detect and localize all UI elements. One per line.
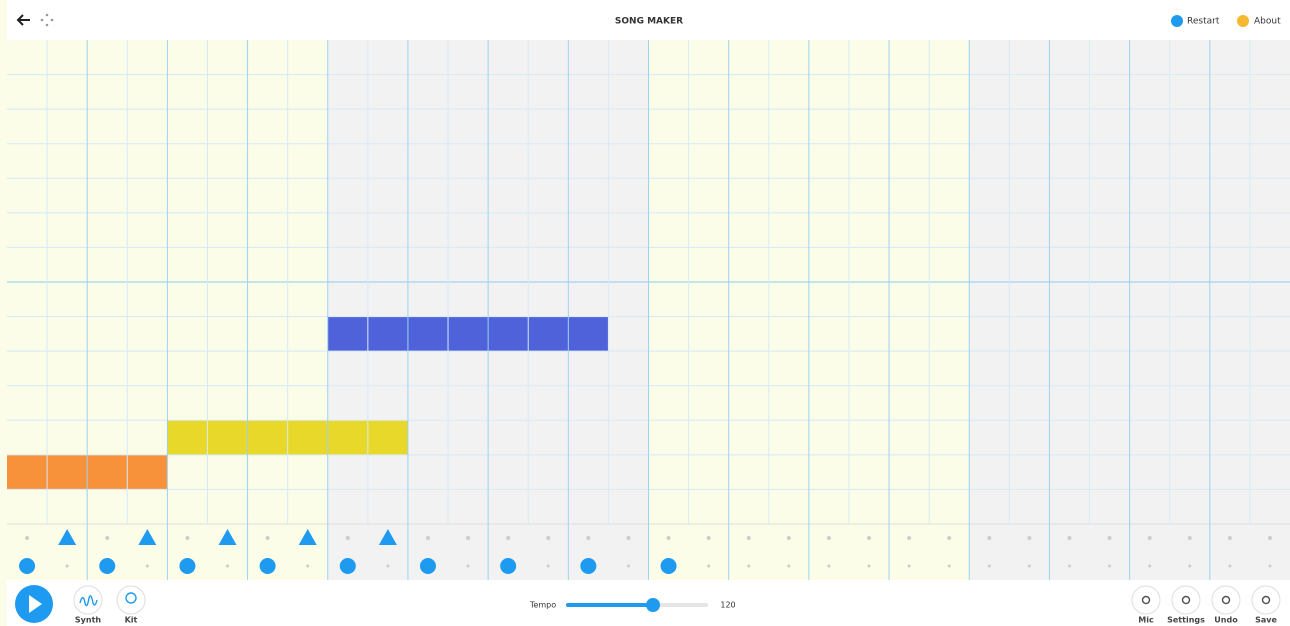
percussion-circle[interactable] (99, 558, 116, 574)
percussion-dot[interactable] (1187, 536, 1192, 540)
about-label[interactable]: About (1254, 17, 1281, 27)
percussion-dot[interactable] (226, 564, 230, 568)
percussion-dot[interactable] (707, 564, 711, 568)
percussion-dot[interactable] (1107, 536, 1112, 540)
restart-icon[interactable] (1171, 15, 1183, 27)
percussion-dot[interactable] (1027, 564, 1031, 568)
percussion-dot[interactable] (466, 536, 471, 540)
percussion-dot[interactable] (386, 564, 390, 568)
percussion-circle[interactable] (179, 558, 196, 574)
percussion-triangle[interactable] (218, 529, 237, 545)
settings-button[interactable] (1171, 585, 1201, 615)
settings-icon (1181, 595, 1191, 605)
percussion-triangle[interactable] (138, 529, 157, 545)
play-icon (29, 595, 42, 613)
percussion-dot[interactable] (747, 564, 751, 568)
tempo-value: 120 (720, 601, 735, 610)
kit-label: Kit (125, 616, 138, 625)
percussion-triangle[interactable] (298, 529, 317, 545)
title: SONG MAKER (615, 17, 683, 27)
percussion-dot[interactable] (1027, 536, 1032, 540)
save-button[interactable] (1251, 585, 1281, 615)
restart-label[interactable]: Restart (1187, 17, 1220, 27)
percussion-dot[interactable] (1267, 536, 1272, 540)
percussion-dot[interactable] (1268, 564, 1272, 568)
percussion-dot[interactable] (827, 564, 831, 568)
percussion-dot[interactable] (786, 536, 791, 540)
header-bar (7, 0, 1290, 40)
percussion-dot[interactable] (265, 536, 270, 540)
settings-label: Settings (1167, 616, 1205, 625)
percussion-dot[interactable] (345, 536, 350, 540)
percussion-dot[interactable] (506, 536, 511, 540)
percussion-circle[interactable] (580, 558, 597, 574)
kit-button[interactable] (116, 585, 146, 615)
percussion-dot[interactable] (1228, 564, 1232, 568)
percussion-dot[interactable] (546, 536, 551, 540)
percussion-dot[interactable] (466, 564, 470, 568)
percussion-dot[interactable] (425, 536, 430, 540)
percussion-dot[interactable] (586, 536, 591, 540)
percussion-dot[interactable] (1067, 536, 1072, 540)
percussion-dot[interactable] (987, 536, 992, 540)
percussion-circle[interactable] (660, 558, 677, 574)
mic-label: Mic (1138, 616, 1154, 625)
percussion-circle[interactable] (259, 558, 276, 574)
percussion-dot[interactable] (1148, 564, 1152, 568)
undo-button[interactable] (1211, 585, 1241, 615)
percussion-dot[interactable] (746, 536, 751, 540)
save-label: Save (1255, 616, 1277, 625)
kit-icon (125, 592, 137, 604)
percussion-dot[interactable] (826, 536, 831, 540)
undo-icon (1221, 595, 1231, 605)
percussion-dot[interactable] (105, 536, 110, 540)
percussion-triangle[interactable] (58, 529, 77, 545)
synth-icon (79, 595, 98, 607)
percussion-dot[interactable] (1067, 564, 1071, 568)
percussion-dot[interactable] (947, 564, 951, 568)
percussion-dot[interactable] (867, 536, 872, 540)
percussion-dot[interactable] (867, 564, 871, 568)
save-icon (1261, 595, 1271, 605)
percussion-dot[interactable] (1147, 536, 1152, 540)
percussion-dot[interactable] (947, 536, 952, 540)
move-icon[interactable] (40, 13, 54, 27)
percussion-dot[interactable] (907, 536, 912, 540)
percussion-dot[interactable] (626, 564, 630, 568)
note-block[interactable] (327, 316, 609, 352)
percussion-dot[interactable] (626, 536, 631, 540)
percussion-dot[interactable] (1227, 536, 1232, 540)
percussion-dot[interactable] (25, 536, 30, 540)
percussion-dot[interactable] (306, 564, 310, 568)
percussion-dot[interactable] (1188, 564, 1192, 568)
about-icon[interactable] (1237, 15, 1249, 27)
percussion-dot[interactable] (1108, 564, 1112, 568)
percussion-circle[interactable] (419, 558, 436, 574)
percussion-dot[interactable] (546, 564, 550, 568)
percussion-dot[interactable] (987, 564, 991, 568)
note-grid[interactable] (7, 40, 1290, 580)
percussion-dot[interactable] (145, 564, 149, 568)
percussion-triangle[interactable] (378, 529, 397, 545)
percussion-dot[interactable] (907, 564, 911, 568)
tempo-fill (566, 603, 653, 607)
percussion-dot[interactable] (65, 564, 69, 568)
back-arrow[interactable] (16, 14, 30, 26)
mic-icon (1141, 595, 1151, 605)
percussion-circle[interactable] (19, 558, 36, 574)
mic-button[interactable] (1131, 585, 1161, 615)
percussion-dot[interactable] (185, 536, 190, 540)
percussion-dot[interactable] (706, 536, 711, 540)
percussion-dot[interactable] (787, 564, 791, 568)
undo-label: Undo (1214, 616, 1238, 625)
percussion-dot[interactable] (666, 536, 671, 540)
tempo-label: Tempo (529, 601, 556, 610)
percussion-circle[interactable] (339, 558, 356, 574)
synth-label: Synth (75, 616, 101, 625)
percussion-circle[interactable] (500, 558, 517, 574)
tempo-thumb[interactable] (646, 598, 660, 612)
